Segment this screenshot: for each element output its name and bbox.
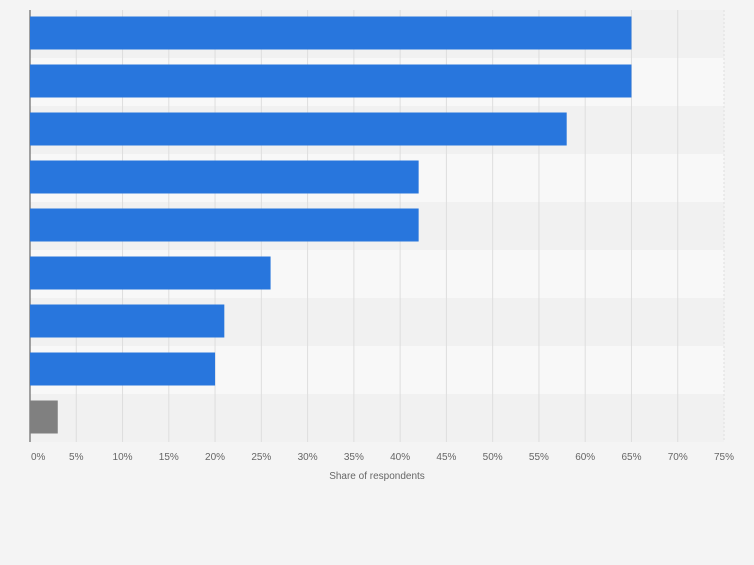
x-tick-label: 40% xyxy=(390,452,410,463)
x-tick-label: 10% xyxy=(113,452,133,463)
bar xyxy=(30,16,632,50)
bar xyxy=(30,304,225,338)
bar xyxy=(30,352,216,386)
x-tick-label: 65% xyxy=(621,452,641,463)
x-tick-labels: 0% 5% 10% 15% 20% 25% 30% 35% 40% 45% 50% 55% 60% 65%… xyxy=(31,452,734,463)
bar xyxy=(30,400,58,434)
x-tick-label: 75% xyxy=(714,452,734,463)
bar xyxy=(30,64,632,98)
x-tick-label: 25% xyxy=(251,452,271,463)
x-tick-label: 30% xyxy=(298,452,318,463)
x-axis-title: Share of respondents xyxy=(329,471,425,482)
x-tick-label: 20% xyxy=(205,452,225,463)
bar xyxy=(30,208,419,242)
x-tick-label: 35% xyxy=(344,452,364,463)
x-tick-label: 50% xyxy=(483,452,503,463)
x-tick-label: 0% xyxy=(31,452,46,463)
x-tick-label: 70% xyxy=(668,452,688,463)
x-tick-label: 5% xyxy=(69,452,84,463)
x-tick-label: 15% xyxy=(159,452,179,463)
bars xyxy=(30,16,632,434)
bar xyxy=(30,112,567,146)
x-tick-label: 45% xyxy=(436,452,456,463)
bar xyxy=(30,160,419,194)
bar xyxy=(30,256,271,290)
x-tick-label: 55% xyxy=(529,452,549,463)
x-tick-label: 60% xyxy=(575,452,595,463)
row-band xyxy=(30,394,724,442)
